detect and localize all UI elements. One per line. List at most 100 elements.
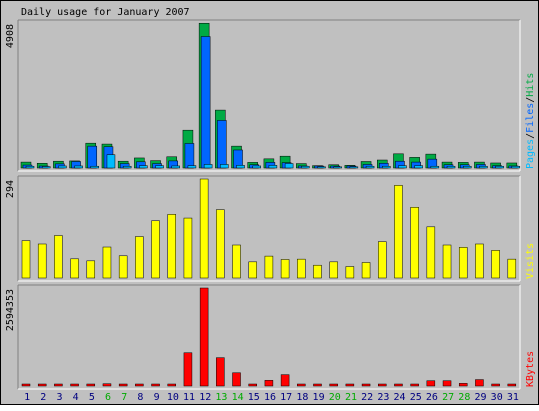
panel-0-legend: Pages/Files/Hits	[525, 73, 536, 169]
panel-1-ymax-label: 294	[5, 180, 16, 198]
x-tick-label-11: 11	[183, 392, 195, 403]
bar-visits-6	[102, 246, 112, 279]
bar-pages-15	[252, 165, 261, 169]
legend-entry-: /	[525, 97, 536, 103]
legend-entry-hits: Hits	[525, 73, 536, 97]
bar-visits-15	[248, 261, 257, 279]
bar-visits-19	[313, 264, 322, 279]
bar-visits-27	[442, 244, 452, 279]
bar-kbytes-15	[248, 383, 257, 387]
bar-visits-22	[361, 262, 371, 279]
bar-kbytes-30	[491, 383, 500, 387]
bar-pages-2	[41, 166, 51, 169]
x-tick-label-20: 20	[329, 392, 341, 403]
x-tick-label-13: 13	[215, 392, 227, 403]
bar-kbytes-21	[345, 383, 355, 387]
bar-visits-8	[135, 236, 144, 279]
bar-kbytes-6	[102, 383, 112, 387]
x-tick-label-26: 26	[426, 392, 438, 403]
bar-pages-25	[414, 165, 423, 169]
bar-visits-21	[345, 266, 355, 279]
bar-pages-17	[284, 163, 294, 169]
legend-entry-: /	[525, 133, 536, 139]
bar-kbytes-14	[232, 372, 241, 387]
bar-visits-1	[21, 240, 31, 279]
x-tick-label-18: 18	[296, 392, 308, 403]
panel-0-ymax-label: 4908	[5, 24, 16, 48]
panel-2-legend: KBytes	[525, 351, 536, 387]
x-tick-label-22: 22	[361, 392, 373, 403]
x-tick-label-19: 19	[313, 392, 325, 403]
x-tick-label-29: 29	[474, 392, 486, 403]
bar-kbytes-27	[442, 380, 452, 387]
bar-visits-28	[458, 247, 468, 279]
legend-entry-visits: Visits	[525, 243, 536, 279]
x-tick-label-31: 31	[507, 392, 519, 403]
x-tick-label-10: 10	[167, 392, 179, 403]
x-tick-label-5: 5	[89, 392, 95, 403]
bar-kbytes-7	[118, 383, 128, 387]
bar-pages-14	[236, 165, 245, 169]
bar-pages-6	[106, 154, 116, 169]
x-tick-label-6: 6	[105, 392, 111, 403]
bar-pages-26	[430, 165, 440, 169]
bar-visits-7	[118, 255, 128, 279]
panel-1-legend: Visits	[525, 243, 536, 279]
x-tick-label-15: 15	[248, 392, 260, 403]
bar-visits-11	[183, 217, 193, 279]
bar-pages-20	[333, 166, 342, 169]
bar-pages-8	[139, 165, 148, 169]
bar-visits-23	[378, 241, 387, 279]
bar-kbytes-3	[54, 383, 63, 387]
bar-pages-13	[220, 164, 229, 169]
bar-files-13	[217, 120, 227, 169]
bar-pages-19	[317, 166, 326, 169]
bar-visits-9	[151, 220, 160, 279]
bar-files-5	[87, 145, 98, 169]
bar-kbytes-23	[378, 383, 387, 387]
bar-pages-24	[398, 165, 407, 169]
bar-kbytes-31	[507, 383, 517, 387]
x-tick-label-24: 24	[394, 392, 406, 403]
chart-title: Daily usage for January 2007	[21, 7, 190, 18]
bar-pages-27	[446, 165, 456, 169]
bar-pages-12	[203, 164, 213, 169]
x-tick-label-16: 16	[264, 392, 276, 403]
x-tick-label-1: 1	[24, 392, 30, 403]
bar-visits-29	[475, 243, 484, 279]
bar-pages-9	[155, 165, 164, 169]
x-tick-label-7: 7	[121, 392, 127, 403]
x-tick-label-9: 9	[154, 392, 160, 403]
bar-kbytes-17	[280, 374, 290, 387]
bar-visits-18	[297, 258, 306, 279]
bar-kbytes-11	[183, 352, 193, 387]
bar-visits-5	[86, 260, 96, 279]
bar-kbytes-10	[167, 383, 176, 387]
bar-kbytes-24	[394, 383, 403, 387]
bar-visits-2	[37, 243, 47, 279]
x-tick-label-2: 2	[40, 392, 46, 403]
x-tick-label-12: 12	[199, 392, 211, 403]
bar-kbytes-16	[264, 380, 274, 387]
bar-visits-3	[54, 235, 63, 279]
x-tick-label-8: 8	[137, 392, 143, 403]
bar-visits-12	[199, 178, 209, 279]
bar-pages-30	[495, 165, 504, 169]
panel-2-ymax-label: 2594353	[5, 289, 16, 331]
bar-kbytes-22	[361, 383, 371, 387]
bar-kbytes-26	[426, 380, 436, 387]
x-tick-label-27: 27	[442, 392, 454, 403]
bar-kbytes-25	[410, 383, 419, 387]
bar-kbytes-18	[297, 383, 306, 387]
bar-visits-14	[232, 244, 241, 279]
x-tick-label-28: 28	[458, 392, 470, 403]
bar-kbytes-8	[135, 383, 144, 387]
x-tick-label-4: 4	[73, 392, 79, 403]
bar-kbytes-28	[458, 383, 468, 387]
bar-visits-13	[216, 209, 225, 279]
bar-kbytes-20	[329, 383, 338, 387]
bar-visits-20	[329, 261, 338, 279]
bar-pages-4	[74, 165, 83, 169]
legend-entry-kbytes: KBytes	[525, 351, 536, 387]
